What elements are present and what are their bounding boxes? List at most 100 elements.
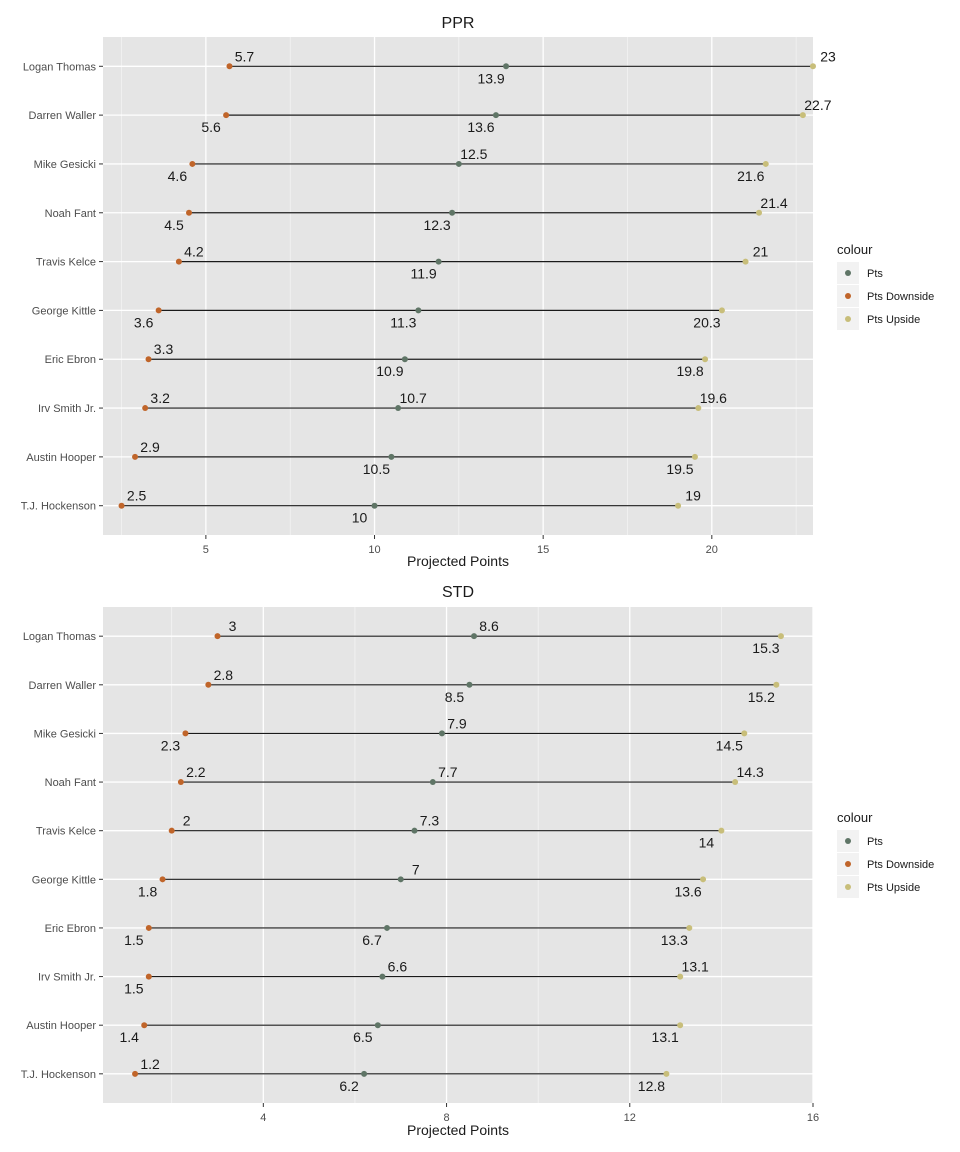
point-pts [429, 779, 436, 786]
x-tick-label: 8 [443, 1112, 449, 1124]
point-pts-upside [702, 356, 709, 363]
category-label: Mike Gesicki [34, 728, 96, 740]
point-pts-downside [205, 681, 212, 688]
data-label-pts-downside: 2.8 [214, 667, 234, 683]
point-pts-upside [691, 453, 698, 460]
point-pts-downside [177, 779, 184, 786]
data-label-pts-upside: 13.1 [682, 959, 709, 975]
point-pts-downside [159, 876, 166, 883]
category-label: Logan Thomas [23, 631, 97, 643]
point-pts-downside [145, 924, 152, 931]
data-label-pts-upside: 21.4 [760, 195, 787, 211]
legend-title: colour [837, 810, 873, 825]
data-label-pts-downside: 4.5 [164, 217, 184, 233]
category-label: T.J. Hockenson [21, 1069, 96, 1081]
x-axis-title: Projected Points [407, 1122, 509, 1138]
point-pts [503, 63, 510, 70]
plot-panel-background [103, 607, 813, 1103]
data-label-pts-downside: 3.6 [134, 314, 154, 330]
point-pts [466, 681, 473, 688]
data-label-pts: 10 [352, 510, 368, 526]
data-label-pts-downside: 4.6 [168, 168, 188, 184]
point-pts [361, 1070, 368, 1077]
point-pts-upside [718, 307, 725, 314]
x-tick-label: 15 [537, 544, 549, 556]
data-label-pts: 6.5 [353, 1029, 373, 1045]
data-label-pts-downside: 5.7 [235, 48, 255, 64]
legend-entry-label: Pts Upside [867, 314, 920, 326]
category-label: Travis Kelce [36, 826, 96, 838]
plot-panel-background [103, 37, 813, 535]
category-label: Travis Kelce [36, 257, 96, 269]
data-label-pts-upside: 22.7 [804, 97, 831, 113]
data-label-pts: 6.7 [362, 932, 382, 948]
data-label-pts-upside: 13.6 [674, 883, 701, 899]
data-label-pts-downside: 1.2 [140, 1056, 160, 1072]
data-label-pts: 13.6 [467, 119, 494, 135]
category-label: Irv Smith Jr. [38, 403, 96, 415]
data-label-pts-downside: 1.8 [138, 883, 158, 899]
data-label-pts-downside: 3.2 [150, 390, 170, 406]
data-label-pts-downside: 4.2 [184, 244, 204, 260]
point-pts-upside [677, 973, 684, 980]
data-label-pts: 12.5 [460, 146, 487, 162]
data-label-pts-upside: 20.3 [693, 314, 720, 330]
data-label-pts: 10.9 [376, 363, 403, 379]
data-label-pts-upside: 12.8 [638, 1078, 665, 1094]
data-label-pts-downside: 1.4 [119, 1029, 139, 1045]
point-pts-downside [226, 63, 233, 70]
point-pts-upside [700, 876, 707, 883]
x-tick-label: 16 [807, 1112, 819, 1124]
point-pts-downside [118, 502, 125, 509]
point-pts-downside [155, 307, 162, 314]
point-pts-downside [175, 258, 182, 265]
point-pts-upside [756, 209, 763, 216]
data-label-pts-upside: 14.3 [737, 764, 764, 780]
point-pts [371, 502, 378, 509]
legend-key-pts-upside [845, 316, 851, 322]
category-label: T.J. Hockenson [21, 501, 96, 513]
legend: colour Pts Pts Downside Pts Upside [837, 242, 934, 330]
data-label-pts-downside: 1.5 [124, 932, 144, 948]
legend-entry-label: Pts Upside [867, 882, 920, 894]
point-pts-upside [732, 779, 739, 786]
chart-title: STD [442, 584, 474, 601]
data-label-pts-downside: 2.3 [161, 737, 181, 753]
legend-key-pts [845, 838, 851, 844]
data-label-pts-upside: 19.6 [700, 390, 727, 406]
chart-panel-ppr: 5 10 15 20 Logan Thomas Darren Waller Mike Ges… [21, 15, 934, 569]
point-pts-downside [132, 1070, 139, 1077]
data-label-pts-upside: 19 [685, 488, 701, 504]
point-pts-upside [686, 924, 693, 931]
legend-entry-label: Pts [867, 836, 883, 848]
point-pts [401, 356, 408, 363]
data-label-pts-downside: 3.3 [154, 341, 174, 357]
category-label: George Kittle [32, 874, 96, 886]
x-tick-label: 12 [624, 1112, 636, 1124]
legend-entry-label: Pts [867, 268, 883, 280]
data-label-pts-upside: 15.2 [748, 689, 775, 705]
point-pts [395, 405, 402, 412]
legend-title: colour [837, 242, 873, 257]
data-label-pts: 7.7 [438, 764, 458, 780]
category-label: Irv Smith Jr. [38, 972, 96, 984]
point-pts-upside [741, 730, 748, 737]
point-pts [415, 307, 422, 314]
point-pts [379, 973, 386, 980]
data-label-pts: 10.7 [400, 390, 427, 406]
data-label-pts: 13.9 [477, 70, 504, 86]
legend-entry-label: Pts Downside [867, 291, 934, 303]
point-pts-upside [799, 112, 806, 119]
point-pts-downside [145, 973, 152, 980]
data-label-pts-downside: 2.2 [186, 764, 206, 780]
point-pts-upside [777, 633, 784, 640]
data-label-pts-upside: 21.6 [737, 168, 764, 184]
data-label-pts-downside: 2.9 [140, 439, 160, 455]
point-pts-upside [810, 63, 816, 70]
data-label-pts-upside: 19.8 [676, 363, 703, 379]
x-tick-label: 5 [203, 544, 209, 556]
data-label-pts-upside: 14 [699, 835, 715, 851]
chart-panel-std: 4 8 12 16 Logan Thomas Darren Waller Mike Gesi… [21, 584, 934, 1138]
chart-title: PPR [442, 15, 475, 32]
data-label-pts-upside: 19.5 [666, 461, 693, 477]
